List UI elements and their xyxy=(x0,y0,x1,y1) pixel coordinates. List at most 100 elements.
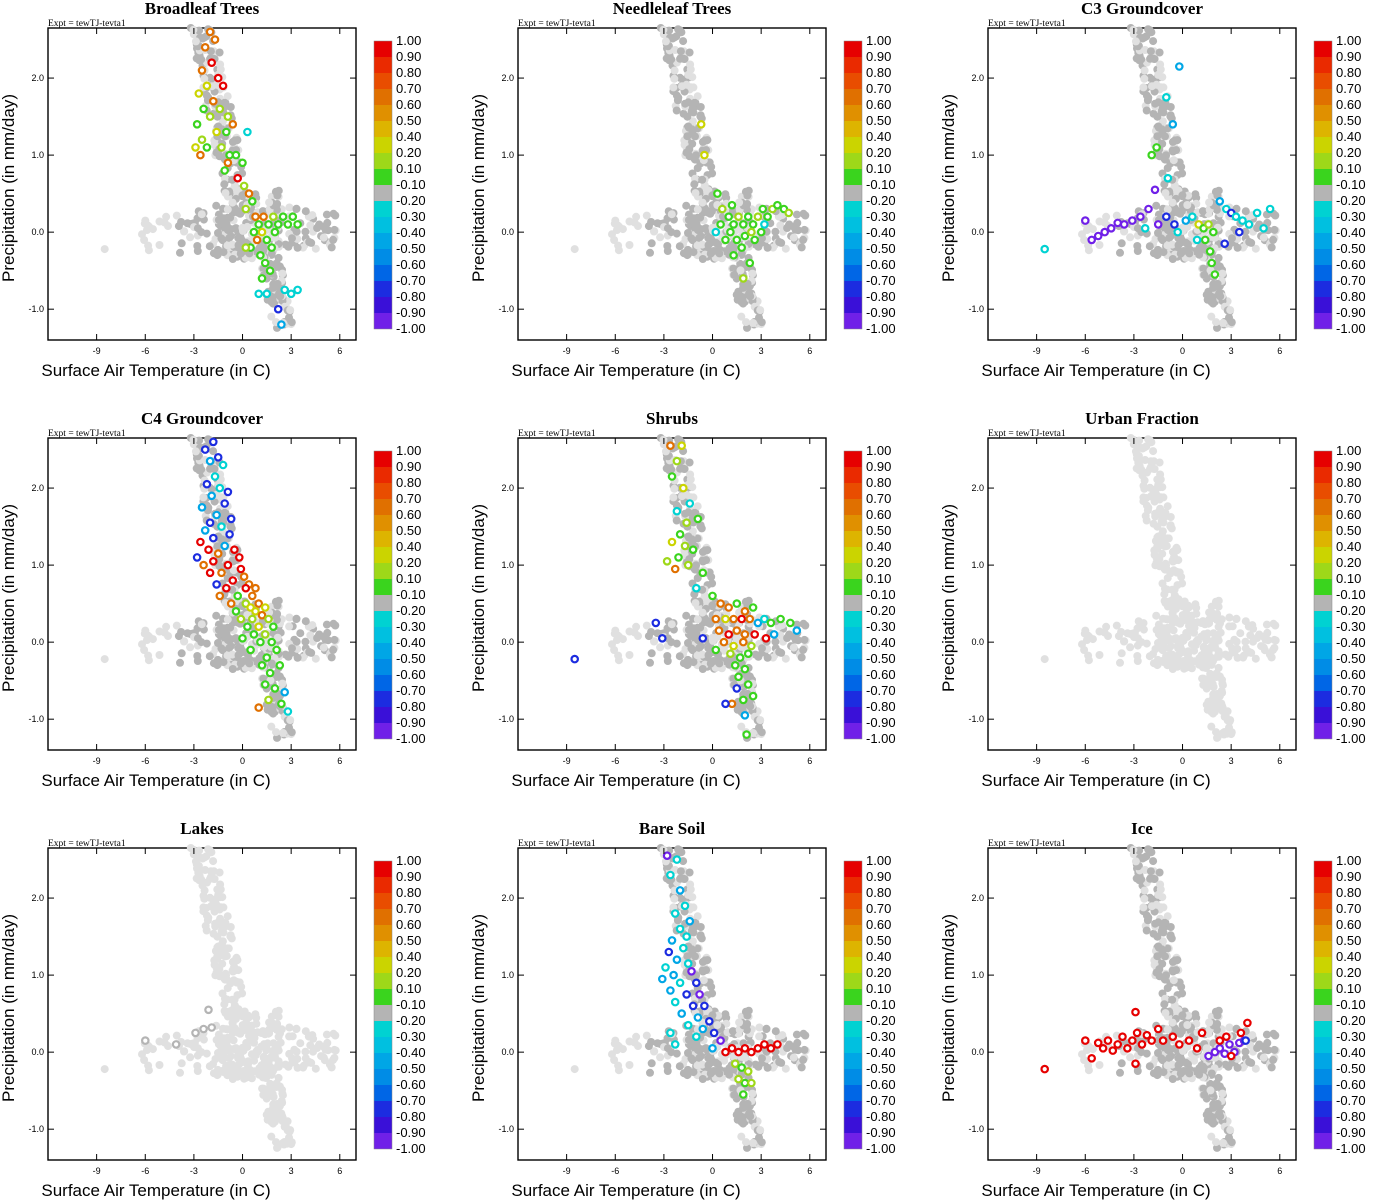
scatter-point xyxy=(212,580,221,589)
scatter-point xyxy=(691,978,701,988)
background-point xyxy=(301,1047,310,1056)
scatter-point xyxy=(220,541,230,551)
scatter-point xyxy=(657,974,667,984)
background-point xyxy=(625,217,634,226)
background-point xyxy=(315,1040,324,1049)
scatter-point xyxy=(272,645,281,655)
colorbar-bin xyxy=(844,563,862,579)
background-point xyxy=(293,243,302,252)
colorbar-bin xyxy=(374,265,392,281)
colorbar-bin xyxy=(374,1005,392,1021)
scatter-point xyxy=(1119,220,1129,229)
background-point xyxy=(698,556,707,565)
background-point xyxy=(745,289,754,298)
colorbar-bin xyxy=(1314,515,1332,531)
background-point xyxy=(732,290,741,299)
background-point xyxy=(1131,447,1140,456)
scatter-point xyxy=(231,606,241,616)
background-point xyxy=(238,1011,247,1020)
background-point xyxy=(1211,187,1220,196)
colorbar-bin xyxy=(374,595,392,611)
background-point xyxy=(238,191,247,200)
background-point xyxy=(715,249,724,258)
scatter-point xyxy=(748,691,758,701)
scatter-point xyxy=(682,518,691,528)
background-point xyxy=(791,225,800,234)
scatter-point xyxy=(683,1020,693,1030)
colorbar-label: -0.70 xyxy=(1336,683,1366,698)
scatter-point xyxy=(713,189,722,198)
background-point xyxy=(703,956,712,965)
background-point xyxy=(220,918,229,927)
background-point xyxy=(287,318,296,327)
scatter-point xyxy=(1170,220,1179,229)
background-point xyxy=(721,1010,730,1019)
background-point xyxy=(1241,617,1250,626)
background-point xyxy=(228,198,237,207)
scatter-point xyxy=(1100,227,1110,237)
background-point xyxy=(273,610,282,618)
scatter-point xyxy=(1087,235,1097,245)
background-point xyxy=(771,637,780,646)
background-point xyxy=(1151,235,1160,243)
scatter-point xyxy=(220,166,230,175)
colorbar-label: -0.20 xyxy=(1336,603,1366,618)
background-point xyxy=(1160,630,1169,639)
background-point xyxy=(741,597,750,606)
background-point xyxy=(205,846,214,855)
scatter-point xyxy=(685,916,695,926)
background-point xyxy=(696,642,705,651)
background-point xyxy=(1163,651,1172,660)
background-point xyxy=(1080,236,1089,244)
colorbar-label: -0.20 xyxy=(866,193,896,208)
background-point xyxy=(223,1025,232,1034)
colorbar-bin xyxy=(1314,579,1332,595)
scatter-point xyxy=(680,901,690,911)
background-point xyxy=(330,225,339,234)
scatter-point xyxy=(719,637,729,647)
scatter-point xyxy=(264,220,273,229)
experiment-label: Expt = tewTJ-tevta1 xyxy=(518,429,596,439)
background-point xyxy=(685,145,694,154)
colorbar-label: -0.20 xyxy=(396,603,426,618)
x-tick-label: -6 xyxy=(141,346,149,356)
background-point xyxy=(288,1054,296,1063)
colorbar-label: -1.00 xyxy=(396,1141,426,1156)
scatter-point xyxy=(1162,93,1171,102)
colorbar-label: -0.40 xyxy=(396,635,426,650)
scatter-point xyxy=(760,614,769,624)
background-point xyxy=(286,716,295,725)
background-point xyxy=(281,650,290,659)
background-point xyxy=(229,566,238,575)
background-point xyxy=(1168,146,1177,155)
colorbar-label: 0.60 xyxy=(866,917,891,932)
background-point xyxy=(292,204,301,213)
background-point xyxy=(214,639,222,647)
colorbar-label: -0.30 xyxy=(396,1029,426,1044)
background-point xyxy=(707,207,716,216)
background-point xyxy=(1133,652,1142,660)
colorbar-label: 0.50 xyxy=(1336,523,1361,538)
scatter-point xyxy=(267,637,277,647)
background-point xyxy=(183,1039,192,1048)
colorbar-label: -0.10 xyxy=(866,177,896,192)
scatter-point xyxy=(257,274,267,283)
scatter-point xyxy=(236,564,246,574)
background-point xyxy=(1199,243,1208,252)
background-point xyxy=(148,225,157,234)
background-point xyxy=(791,1045,800,1054)
x-tick-label: -6 xyxy=(611,756,619,766)
background-point xyxy=(685,458,694,467)
colorbar-label: 1.00 xyxy=(866,33,891,48)
scatter-point xyxy=(666,1028,675,1038)
panel-title: Ice xyxy=(1131,819,1153,838)
colorbar-bin xyxy=(1314,595,1332,611)
scatter-point xyxy=(1150,185,1160,195)
background-point xyxy=(1155,458,1164,467)
background-point xyxy=(1149,37,1158,46)
colorbar-label: 0.60 xyxy=(866,507,891,522)
background-point xyxy=(219,658,228,667)
background-point xyxy=(1246,631,1255,640)
background-point xyxy=(236,1069,245,1078)
